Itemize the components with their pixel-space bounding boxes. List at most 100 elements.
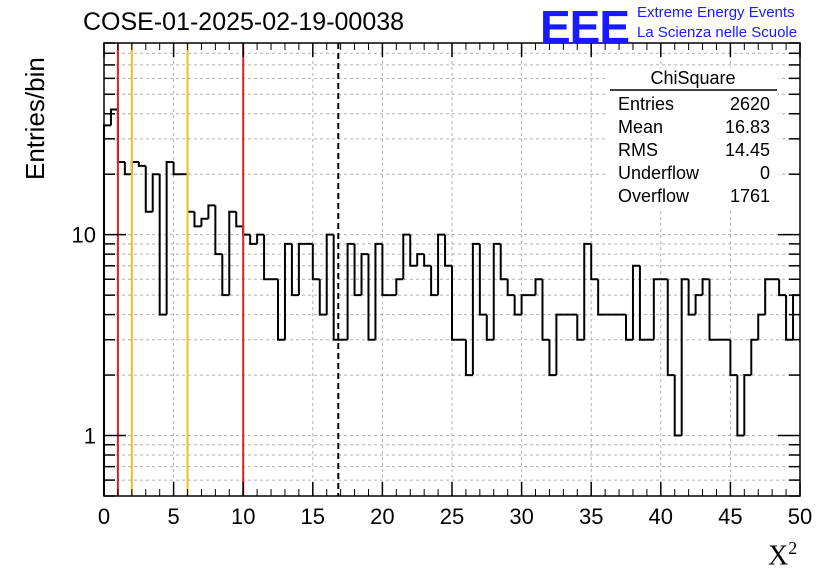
histogram-bin — [214, 205, 223, 256]
y-axis-label: Entries/bin — [20, 57, 50, 180]
histogram-bin — [534, 278, 543, 296]
histogram-bin — [701, 278, 710, 296]
stat-value: 2620 — [730, 94, 770, 114]
histogram-bin — [256, 233, 265, 244]
histogram-bin — [590, 243, 599, 281]
histogram-bin — [451, 265, 459, 341]
x-tick-label: 50 — [788, 504, 812, 529]
plot-frame — [103, 42, 801, 497]
histogram-bin — [221, 254, 230, 297]
x-tick-label: 30 — [509, 504, 533, 529]
histogram-bin — [311, 243, 320, 281]
stat-label: Entries — [618, 94, 674, 114]
histogram-bin — [485, 314, 494, 341]
histogram-bin — [409, 234, 418, 267]
histogram-bin — [638, 265, 647, 341]
x-tick-label: 35 — [579, 504, 603, 529]
histogram-bin — [283, 242, 292, 340]
x-tick-label: 45 — [718, 504, 742, 529]
histogram-bin — [729, 339, 738, 377]
x-tick-label: 0 — [98, 504, 110, 529]
histogram-bin — [402, 233, 411, 280]
x-tick-label: 20 — [370, 504, 394, 529]
histogram-bin — [360, 253, 369, 296]
histogram-bin — [673, 375, 682, 437]
stats-box: ChiSquare Entries 2620 Mean 16.83 RMS 14.45 Un… — [608, 68, 778, 208]
histogram-bin — [750, 338, 759, 376]
histogram-bin — [381, 243, 390, 297]
histogram-bin — [374, 242, 383, 340]
histogram-bin — [228, 210, 237, 296]
histogram-bin — [416, 253, 425, 266]
histogram-bin — [165, 161, 174, 315]
reference-lines — [116, 43, 340, 496]
histogram-bin — [694, 294, 703, 315]
histogram-bin — [318, 279, 327, 316]
chart-title: COSE-01-2025-02-19-00038 — [83, 8, 405, 36]
histogram-bin — [297, 242, 306, 296]
histogram-bin — [109, 108, 118, 126]
histogram-bin — [499, 243, 508, 281]
x-axis-label: X2 — [768, 538, 797, 572]
histogram-bin — [277, 279, 285, 341]
histogram-bin — [103, 124, 111, 496]
stat-label: RMS — [618, 140, 658, 160]
x-tick-label: 5 — [167, 504, 179, 529]
histogram-bin — [346, 242, 355, 340]
histogram-bin — [513, 295, 522, 316]
histogram-bin — [666, 279, 675, 377]
histogram-bin — [186, 174, 195, 213]
histogram-bin — [555, 313, 564, 376]
histogram-bin — [471, 242, 480, 376]
histogram-bin — [792, 294, 800, 340]
histogram-bin — [332, 234, 341, 341]
logo-line-2: La Scienza nelle Scuole — [637, 24, 798, 41]
histogram-bin — [597, 279, 606, 316]
histogram-bin — [130, 161, 139, 175]
histogram-bin — [242, 226, 251, 236]
histogram-bin — [423, 254, 432, 267]
histogram-bin — [367, 254, 376, 341]
y-tick-label: 10 — [72, 223, 96, 248]
histogram-bin — [785, 295, 794, 341]
histogram-bin — [576, 314, 585, 341]
histogram-bin — [123, 162, 132, 176]
axis-tick-labels: 0 5 10 15 20 25 30 35 40 45 50 1 10 — [72, 223, 813, 529]
histogram-bin — [144, 165, 153, 213]
histogram-bin — [263, 234, 272, 281]
histogram-bin — [158, 174, 167, 316]
stats-box-name: ChiSquare — [650, 68, 735, 88]
histogram-bin — [625, 314, 633, 341]
x-tick-label: 10 — [231, 504, 255, 529]
stat-value: 0 — [760, 163, 770, 183]
histogram-bin — [193, 211, 202, 228]
histogram-bin — [395, 278, 404, 296]
histogram-bin — [437, 233, 446, 296]
stat-label: Overflow — [618, 186, 690, 206]
histogram-bin — [137, 162, 146, 167]
stat-label: Mean — [618, 117, 663, 137]
histogram-bin — [430, 265, 439, 297]
histogram-bin — [464, 339, 473, 377]
histogram-bin — [353, 243, 362, 297]
y-tick-label: 1 — [84, 424, 96, 449]
histogram-bin — [631, 264, 640, 340]
stat-value: 1761 — [730, 186, 770, 206]
histogram-bin — [687, 279, 696, 316]
histogram-bin — [778, 279, 787, 297]
histogram-bin — [548, 339, 557, 377]
eee-logo: EEE — [540, 1, 630, 53]
histogram-bin — [764, 278, 773, 315]
histogram-bin — [151, 173, 160, 212]
histogram-bin — [757, 313, 766, 340]
histogram-bin — [116, 109, 125, 164]
histogram-bin — [541, 279, 550, 341]
histogram-bin — [249, 234, 258, 245]
histogram-bin — [207, 204, 216, 219]
histogram-bin — [478, 243, 487, 316]
histogram-bin — [172, 162, 181, 176]
x-axis-label-base: X — [768, 540, 789, 572]
x-tick-label: 15 — [301, 504, 325, 529]
histogram-bin — [520, 294, 529, 315]
histogram-bin — [444, 234, 452, 267]
